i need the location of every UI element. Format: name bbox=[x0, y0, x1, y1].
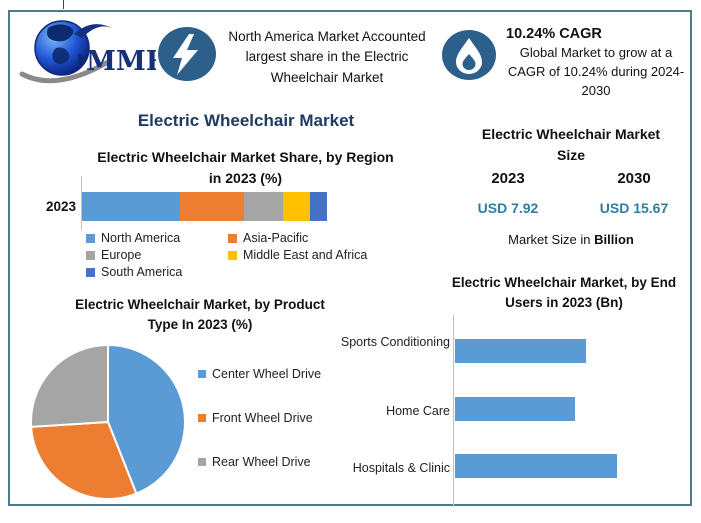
legend-item-front-wheel-drive: Front Wheel Drive bbox=[198, 410, 321, 425]
legend-item-rear-wheel-drive: Rear Wheel Drive bbox=[198, 454, 321, 469]
cagr-description: Global Market to grow at a CAGR of 10.24… bbox=[507, 45, 685, 98]
legend-label: North America bbox=[101, 231, 181, 245]
region-chart-title: Electric Wheelchair Market Share, by Reg… bbox=[38, 147, 453, 189]
product-chart-title: Electric Wheelchair Market, by Product T… bbox=[22, 295, 378, 336]
legend-label: Europe bbox=[101, 248, 142, 262]
market-size-year-2030: 2030 bbox=[617, 170, 651, 187]
bar-segment-north-america bbox=[82, 192, 180, 221]
legend-item-center-wheel-drive: Center Wheel Drive bbox=[198, 366, 321, 381]
legend-label: Middle East and Africa bbox=[243, 248, 368, 262]
legend-swatch bbox=[198, 369, 206, 378]
end-users-category-label-hospitals-clinic: Hospitals & Clinic bbox=[352, 461, 450, 475]
market-size-title-line2: Size bbox=[556, 147, 585, 163]
end-users-chart-title-line2: Users in 2023 (Bn) bbox=[505, 295, 623, 311]
market-size-note: Market Size in Billion bbox=[445, 232, 697, 247]
end-users-chart-title: Electric Wheelchair Market, by End Users… bbox=[418, 273, 701, 314]
market-size-value-2023: USD 7.92 bbox=[477, 200, 539, 216]
end-users-category-label-home-care: Home Care bbox=[386, 404, 450, 418]
market-size-note-bold: Billion bbox=[594, 232, 634, 247]
legend-swatch bbox=[86, 250, 95, 260]
market-size-years: 2023 2030 bbox=[445, 170, 697, 187]
legend-swatch bbox=[198, 413, 206, 422]
legend-swatch bbox=[198, 457, 206, 466]
pie-slice-front-wheel-drive bbox=[30, 420, 138, 500]
end-users-bar-hospitals-clinic bbox=[455, 454, 617, 478]
pie-slice-center-wheel-drive bbox=[107, 343, 186, 495]
product-chart-title-line1: Electric Wheelchair Market, by Product bbox=[75, 297, 325, 312]
globe-landmass bbox=[47, 24, 74, 42]
legend-swatch bbox=[86, 267, 95, 277]
region-chart-axis bbox=[81, 176, 82, 230]
cagr-value: 10.24% CAGR bbox=[506, 26, 602, 42]
market-size-year-2023: 2023 bbox=[491, 170, 525, 187]
logo-text: MMR bbox=[86, 46, 156, 77]
page-title: Electric Wheelchair Market bbox=[137, 111, 355, 130]
product-pie-chart bbox=[30, 343, 186, 500]
end-users-bar-sports-conditioning bbox=[455, 339, 586, 363]
end-users-chart-title-line1: Electric Wheelchair Market, by End bbox=[451, 275, 677, 290]
product-chart-title-line2: Type In 2023 (%) bbox=[147, 317, 253, 333]
region-chart-title-line1: Electric Wheelchair Market Share, by Reg… bbox=[97, 149, 394, 165]
logo-swoosh bbox=[19, 59, 111, 84]
mmr-logo: MMR bbox=[19, 20, 156, 84]
legend-swatch bbox=[228, 233, 237, 243]
region-legend: North America Asia-Pacific Europe Middle… bbox=[86, 230, 426, 280]
product-legend: Center Wheel Drive Front Wheel Drive Rea… bbox=[198, 366, 321, 469]
legend-item-asia-pacific: Asia-Pacific bbox=[228, 230, 426, 246]
market-size-title: Electric Wheelchair Market Size bbox=[445, 124, 697, 166]
flame-icon bbox=[442, 30, 496, 80]
region-chart-year-label: 2023 bbox=[45, 199, 76, 214]
bar-segment-south-america bbox=[309, 192, 327, 221]
legend-label: Rear Wheel Drive bbox=[212, 454, 311, 469]
legend-label: South America bbox=[101, 265, 183, 279]
lightning-icon bbox=[158, 27, 216, 81]
cagr-block: 10.24% CAGR Global Market to grow at a C… bbox=[500, 26, 692, 101]
market-size-note-regular: Market Size in bbox=[508, 232, 595, 247]
logo-swoosh-tip bbox=[74, 24, 112, 38]
pie-slice-rear-wheel-drive bbox=[30, 343, 109, 428]
top-tick-mark bbox=[63, 0, 64, 9]
market-size-values: USD 7.92 USD 15.67 bbox=[445, 200, 697, 216]
legend-swatch bbox=[86, 233, 95, 243]
market-size-value-2030: USD 15.67 bbox=[599, 200, 669, 216]
legend-item-south-america: South America bbox=[86, 264, 228, 280]
legend-label: Asia-Pacific bbox=[243, 231, 309, 245]
region-stacked-bar bbox=[82, 192, 327, 221]
legend-item-europe: Europe bbox=[86, 247, 228, 263]
legend-label: Center Wheel Drive bbox=[212, 366, 322, 381]
bar-segment-asia-pacific bbox=[180, 192, 244, 221]
market-size-title-line1: Electric Wheelchair Market bbox=[481, 126, 661, 142]
end-users-bar-home-care bbox=[455, 397, 575, 421]
region-chart-title-line2: in 2023 (%) bbox=[208, 170, 283, 186]
end-users-category-label-sports-conditioning: Sports Conditioning bbox=[340, 335, 450, 349]
globe-landmass bbox=[52, 47, 70, 65]
legend-swatch bbox=[228, 250, 237, 260]
bar-segment-middle-east-africa bbox=[282, 192, 310, 221]
legend-item-north-america: North America bbox=[86, 230, 228, 246]
end-users-chart-axis bbox=[453, 315, 454, 507]
legend-label: Front Wheel Drive bbox=[212, 410, 313, 425]
legend-item-middle-east-africa: Middle East and Africa bbox=[228, 247, 426, 263]
globe-landmass bbox=[78, 54, 84, 65]
banner-highlight-text: North America Market Accounted largest s… bbox=[228, 29, 426, 85]
bar-segment-europe bbox=[243, 192, 283, 221]
